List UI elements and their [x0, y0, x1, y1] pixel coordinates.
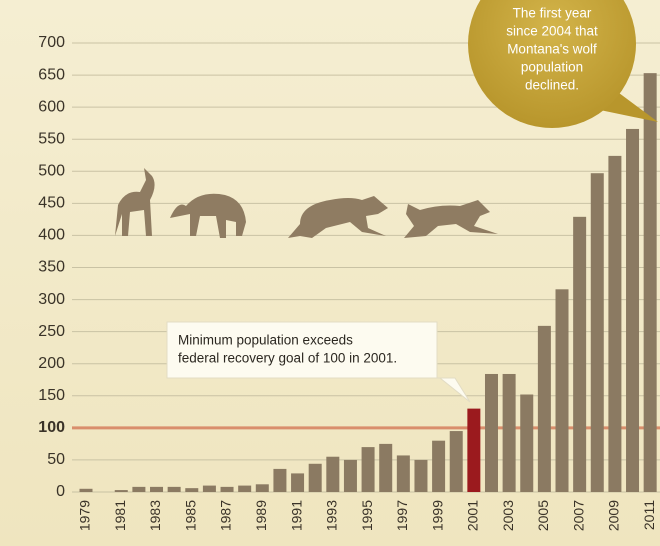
x-tick-label: 1987 [218, 500, 234, 531]
y-tick-label: 500 [38, 163, 65, 180]
bar [238, 486, 251, 492]
bar [80, 489, 93, 492]
bar [256, 484, 269, 492]
bar [221, 487, 234, 492]
bar [485, 374, 498, 492]
x-tick-label: 2001 [465, 500, 481, 531]
bubble-text: The first year [513, 6, 592, 21]
x-tick-label: 1997 [394, 500, 410, 531]
page: {"chart_data": { "type": "bar", "categor… [0, 0, 660, 546]
bubble-text: population [521, 60, 583, 75]
bar [344, 460, 357, 492]
bar [414, 460, 427, 492]
y-tick-label: 400 [38, 227, 65, 244]
bar [573, 217, 586, 492]
chart: 0 50 100 150 200 250 300 350 400 450 500 550 600 650 7… [0, 0, 660, 546]
y-tick-label: 250 [38, 323, 65, 340]
y-tick-label: 450 [38, 195, 65, 212]
bar [556, 289, 569, 492]
bubble-text: since 2004 that [506, 24, 598, 39]
bar [326, 457, 339, 492]
bar [273, 469, 286, 492]
x-tick-label: 1979 [77, 500, 93, 531]
y-tick-label: 150 [38, 387, 65, 404]
callout-text: Minimum population exceeds [178, 333, 353, 348]
bar [115, 490, 128, 492]
x-tick-label: 2007 [570, 500, 586, 531]
y-tick-label: 100 [38, 419, 65, 436]
bar [291, 473, 304, 492]
bar [168, 487, 181, 492]
x-tick-label: 1981 [112, 500, 128, 531]
bar [203, 486, 216, 492]
callout-text: federal recovery goal of 100 in 2001. [178, 351, 397, 366]
y-tick-label: 700 [38, 34, 65, 51]
y-tick-label: 350 [38, 259, 65, 276]
bar [450, 431, 463, 492]
bar [644, 73, 657, 492]
bar [309, 464, 322, 492]
y-tick-label: 600 [38, 98, 65, 115]
bar [379, 444, 392, 492]
bubble-text: declined. [525, 78, 579, 93]
bar [591, 173, 604, 492]
x-tick-label: 2011 [641, 500, 657, 530]
y-tick-label: 50 [47, 451, 65, 468]
bar [397, 455, 410, 492]
y-tick-label: 300 [38, 291, 65, 308]
bar [362, 447, 375, 492]
x-tick-label: 2003 [500, 500, 516, 531]
x-tick-label: 1999 [429, 500, 445, 531]
y-tick-label: 650 [38, 66, 65, 83]
bar [626, 129, 639, 492]
y-tick-label: 550 [38, 130, 65, 147]
y-tick-label: 0 [56, 483, 65, 500]
bar [467, 409, 480, 492]
x-tick-label: 2005 [535, 500, 551, 531]
bar [150, 487, 163, 492]
bar [520, 395, 533, 492]
bar [608, 156, 621, 492]
x-tick-label: 2009 [606, 500, 622, 531]
bar [132, 487, 145, 492]
x-tick-label: 1985 [182, 500, 198, 531]
x-tick-label: 1983 [147, 500, 163, 531]
bar [432, 441, 445, 492]
bar [538, 326, 551, 492]
x-tick-label: 1989 [253, 500, 269, 531]
x-tick-label: 1991 [288, 500, 304, 531]
bar [503, 374, 516, 492]
bar [185, 488, 198, 492]
bubble-text: Montana's wolf [507, 42, 597, 57]
x-tick-label: 1995 [359, 500, 375, 531]
y-tick-label: 200 [38, 355, 65, 372]
x-tick-label: 1993 [324, 500, 340, 531]
